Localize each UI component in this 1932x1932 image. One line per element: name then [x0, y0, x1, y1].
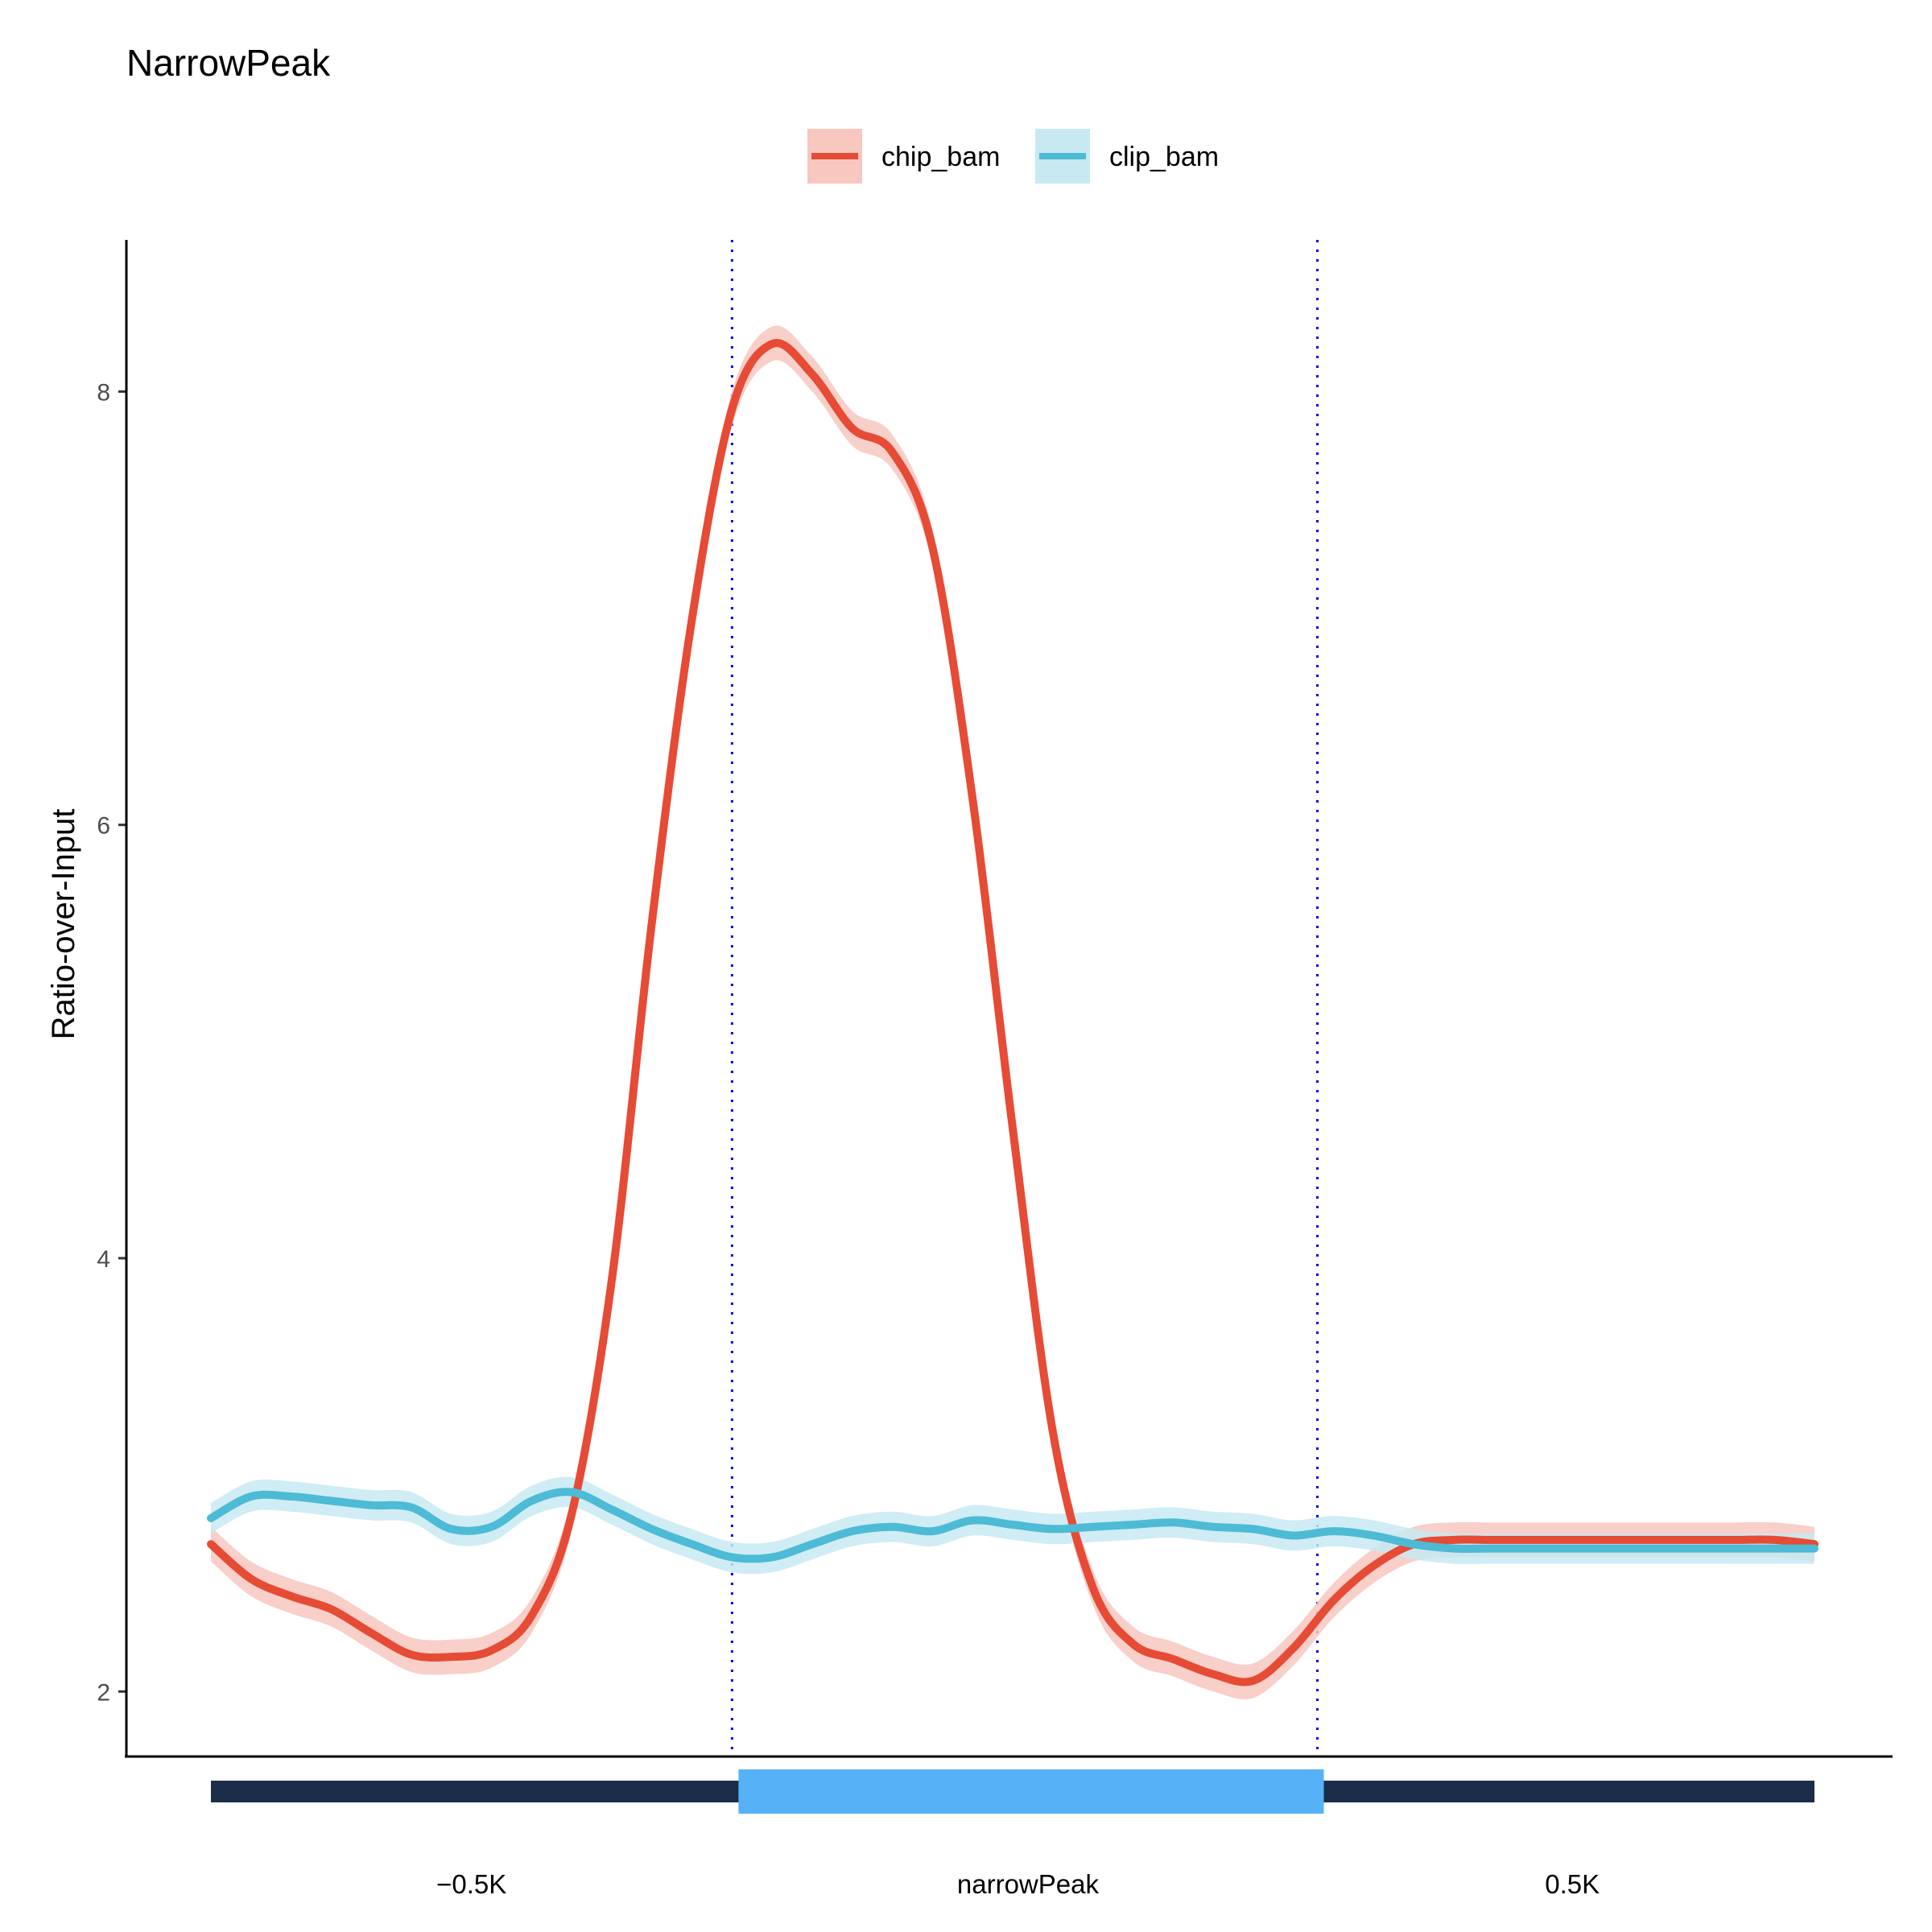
- confidence-bands: [211, 325, 1814, 1699]
- y-tick-label: 8: [97, 379, 110, 406]
- y-tick-label: 2: [97, 1679, 110, 1706]
- x-label: narrowPeak: [957, 1869, 1100, 1899]
- x-label: 0.5K: [1545, 1869, 1600, 1899]
- peak-bar: [738, 1769, 1324, 1814]
- legend: chip_bam clip_bam: [807, 129, 1219, 184]
- legend-key-clip-bam-line: [1039, 153, 1086, 159]
- band-chip_bam: [211, 325, 1814, 1699]
- y-tick-label: 4: [97, 1246, 110, 1273]
- y-tick-label: 6: [97, 813, 110, 840]
- x-axis-labels: −0.5K narrowPeak 0.5K: [436, 1869, 1600, 1899]
- legend-label-chip-bam: chip_bam: [881, 142, 1000, 172]
- legend-key-chip-bam-line: [811, 153, 858, 159]
- series-lines: [207, 339, 1818, 1686]
- legend-item-chip-bam: chip_bam: [807, 129, 1000, 184]
- chart-title: NarrowPeak: [126, 42, 331, 84]
- line-chip_bam: [207, 339, 1818, 1686]
- legend-label-clip-bam: clip_bam: [1109, 142, 1219, 172]
- y-axis-title: Ratio-over-Input: [46, 809, 81, 1040]
- x-label: −0.5K: [436, 1869, 506, 1899]
- line-clip_bam: [207, 1488, 1818, 1563]
- y-axis-ticks: 2 4 6 8: [97, 379, 126, 1706]
- legend-item-clip-bam: clip_bam: [1035, 129, 1219, 184]
- peak-region-bar: [211, 1769, 1814, 1814]
- reference-lines: [730, 240, 1319, 1757]
